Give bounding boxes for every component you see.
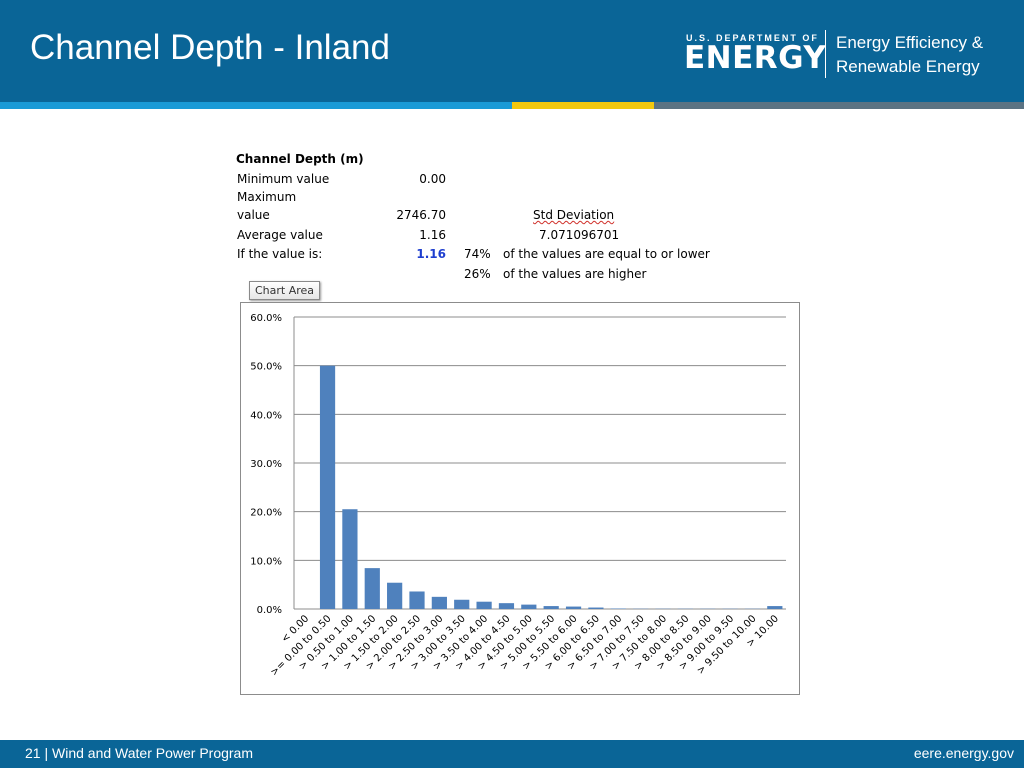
eere-line-2: Renewable Energy [836, 57, 980, 76]
program-name: Wind and Water Power Program [52, 745, 253, 761]
histogram-bar [498, 603, 515, 609]
std-value: 7.071096701 [539, 228, 620, 242]
footer-left: 21 | Wind and Water Power Program [25, 745, 253, 761]
y-tick-label: 20.0% [250, 508, 282, 519]
avg-label: Average value [237, 228, 323, 242]
histogram-bar [521, 604, 537, 609]
header-stripe-gray [654, 102, 1024, 109]
y-tick-label: 40.0% [250, 410, 282, 421]
histogram-bar [431, 596, 447, 609]
histogram-chart[interactable]: 0.0% 10.0% 20.0% 30.0% 40.0% 50.0% 60.0% < 0.00… [240, 302, 800, 695]
histogram-bar [476, 601, 492, 609]
chart-area-tooltip: Chart Area [249, 281, 321, 300]
logo-divider [825, 30, 826, 78]
y-tick-label: 50.0% [250, 362, 282, 373]
footer-url[interactable]: eere.energy.gov [913, 745, 1014, 761]
histogram-bar [454, 599, 470, 609]
page-number: 21 [25, 745, 41, 761]
histogram-bar [543, 606, 559, 609]
y-tick-label: 0.0% [257, 605, 282, 616]
std-label-text: Std Deviation [533, 208, 615, 222]
avg-value: 1.16 [419, 228, 446, 242]
slide-title: Channel Depth - Inland [30, 28, 390, 67]
pct-higher: 26% [464, 267, 491, 281]
stats-heading: Channel Depth (m) [236, 152, 364, 166]
header-stripe-yellow [512, 102, 654, 109]
histogram-bar [409, 591, 425, 609]
if-value-label: If the value is: [237, 247, 323, 261]
pct-lower-text: of the values are equal to or lower [503, 247, 710, 261]
pct-higher-text: of the values are higher [503, 267, 647, 281]
footer-bar [0, 740, 1024, 768]
histogram-bar [319, 365, 336, 609]
chart-svg: 0.0%10.0%20.0%30.0%40.0%50.0%60.0%< 0.00… [250, 313, 786, 678]
min-label: Minimum value [237, 172, 330, 186]
eere-line-1: Energy Efficiency & [836, 33, 984, 52]
y-tick-label: 30.0% [250, 459, 282, 470]
histogram-bar [387, 582, 403, 609]
if-value-input[interactable]: 1.16 [416, 247, 446, 261]
histogram-bar [342, 509, 358, 609]
header-bar [0, 0, 1024, 102]
histogram-bar [364, 568, 380, 609]
histogram-bar [588, 607, 604, 609]
max-label-line1: Maximum [237, 190, 297, 204]
max-label-line2: value [237, 208, 270, 222]
max-value: 2746.70 [396, 208, 446, 222]
doe-dept-line: U.S. DEPARTMENT OF [686, 33, 819, 43]
footer-separator: | [44, 745, 49, 761]
std-label: Std Deviation [533, 208, 614, 222]
histogram-bar [767, 606, 783, 609]
doe-energy-wordmark: ENERGY [684, 40, 827, 76]
y-tick-label: 60.0% [250, 313, 282, 324]
pct-lower: 74% [464, 247, 491, 261]
y-tick-label: 10.0% [250, 556, 282, 567]
header-stripe-blue [0, 102, 512, 109]
histogram-bar [565, 606, 582, 609]
min-value: 0.00 [419, 172, 446, 186]
